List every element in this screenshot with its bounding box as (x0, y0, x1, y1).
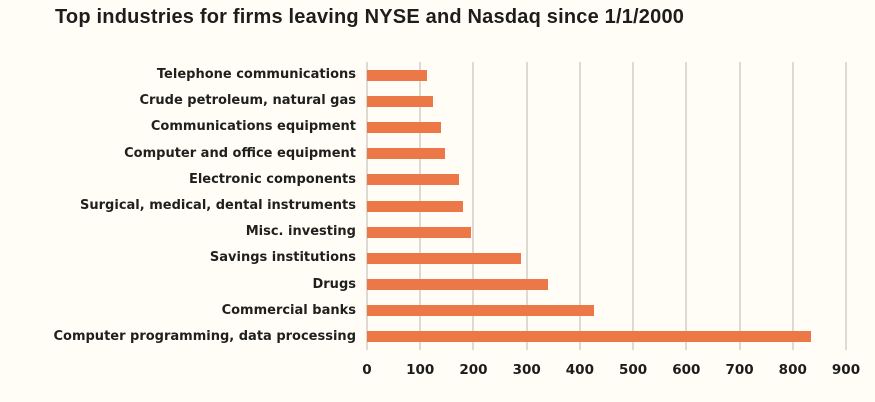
category-label: Communications equipment (150, 119, 356, 135)
gridline (738, 62, 741, 350)
x-tick-label: 100 (406, 362, 435, 378)
bar (367, 69, 427, 81)
x-tick-label: 600 (672, 362, 701, 378)
category-label: Computer programming, data processing (53, 328, 356, 344)
bar (367, 331, 812, 343)
bar (367, 279, 548, 291)
gridline (845, 62, 847, 350)
category-label: Computer and office equipment (124, 145, 356, 161)
gridline (578, 62, 581, 350)
bar (367, 148, 445, 160)
category-label: Savings institutions (209, 250, 356, 266)
bar (367, 305, 594, 317)
x-tick-label: 300 (512, 362, 541, 378)
category-label: Surgical, medical, dental instruments (80, 198, 356, 213)
category-label: Crude petroleum, natural gas (139, 93, 356, 109)
bar (367, 200, 464, 212)
x-tick-label: 500 (619, 362, 648, 378)
gridline (685, 62, 688, 350)
x-tick-label: 400 (565, 362, 594, 378)
bar (367, 95, 433, 107)
x-tick-label: 900 (831, 362, 861, 378)
bar (367, 174, 459, 186)
bar (367, 121, 441, 133)
category-label: Commercial banks (221, 302, 356, 318)
bar (367, 226, 471, 238)
bar (367, 252, 522, 264)
x-tick-label: 700 (725, 362, 754, 378)
category-label: Drugs (312, 276, 356, 292)
x-tick-label: 0 (362, 362, 372, 378)
category-label: Misc. investing (245, 224, 356, 240)
x-tick-label: 800 (778, 362, 807, 378)
gridline (525, 62, 528, 350)
gridline (791, 62, 794, 350)
category-label: Electronic components (188, 171, 356, 187)
gridline (472, 62, 475, 350)
category-label: Telephone communications (156, 67, 356, 83)
x-tick-label: 200 (459, 362, 488, 378)
chart-title: Top industries for firms leaving NYSE an… (55, 6, 685, 28)
gridline (632, 62, 635, 350)
